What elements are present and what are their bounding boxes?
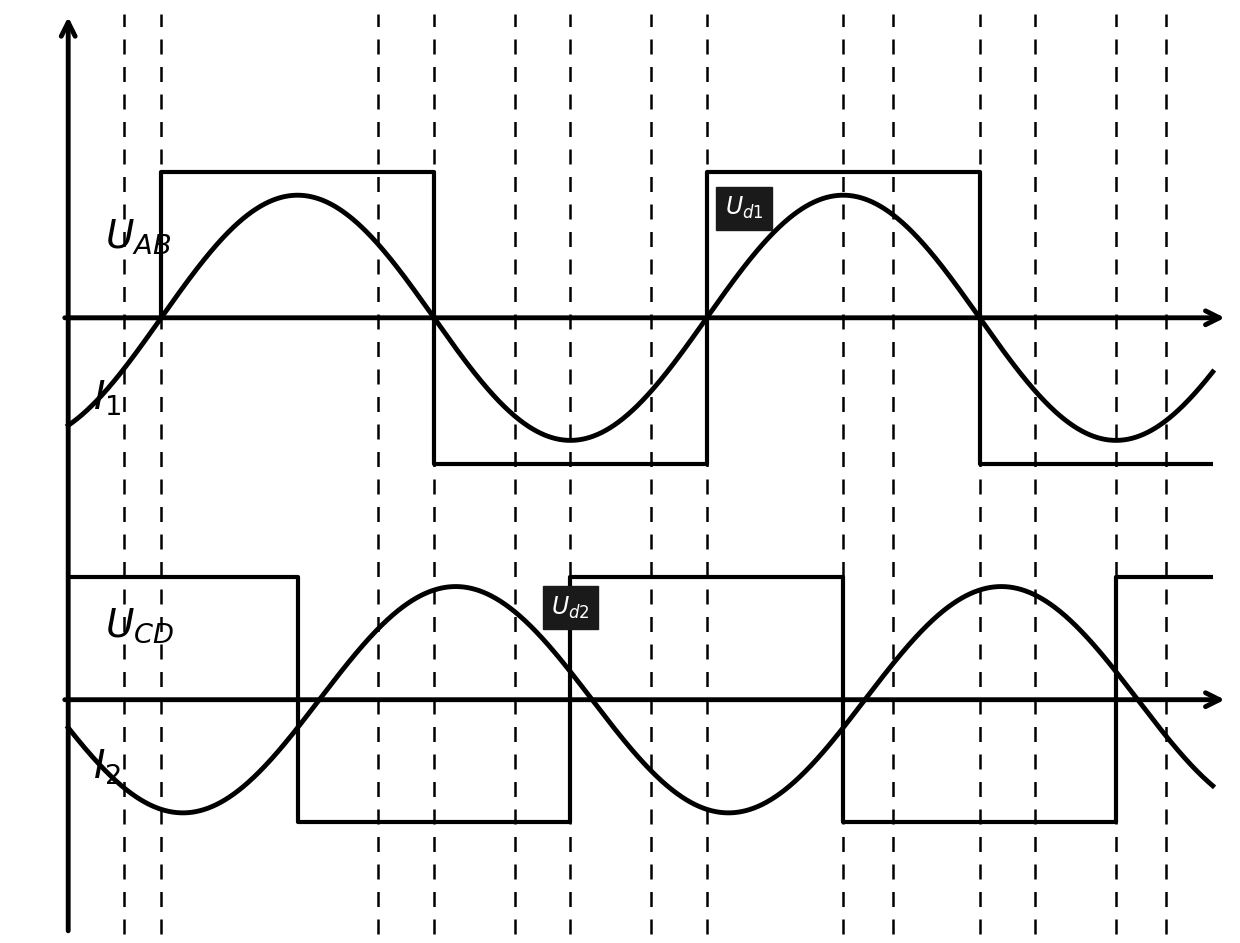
Text: $\mathit{I}_{1}$: $\mathit{I}_{1}$ — [93, 378, 122, 418]
Text: $\mathit{I}_{2}$: $\mathit{I}_{2}$ — [93, 748, 122, 786]
Text: $U_{d2}$: $U_{d2}$ — [551, 595, 590, 620]
Text: $\mathit{U}_{CD}$: $\mathit{U}_{CD}$ — [105, 607, 175, 645]
Text: $U_{d1}$: $U_{d1}$ — [724, 195, 764, 222]
Text: $\mathit{U}_{AB}$: $\mathit{U}_{AB}$ — [105, 218, 171, 257]
